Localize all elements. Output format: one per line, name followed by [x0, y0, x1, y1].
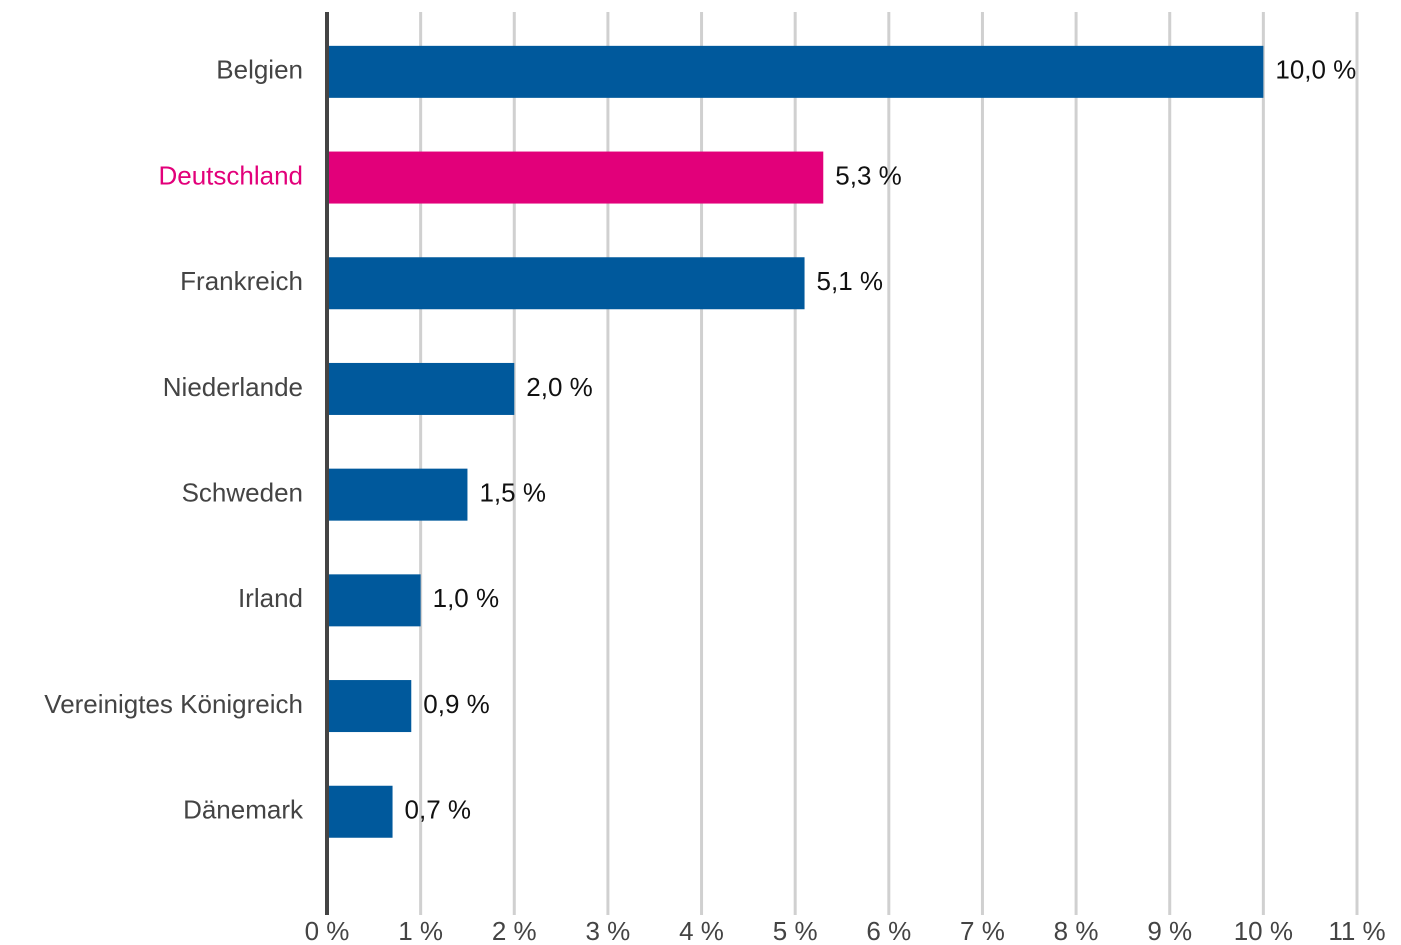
y-tick-label: Niederlande	[163, 372, 303, 402]
x-tick-label: 7 %	[960, 916, 1005, 945]
x-tick-label: 9 %	[1147, 916, 1192, 945]
x-tick-label: 6 %	[866, 916, 911, 945]
x-tick-label: 10 %	[1234, 916, 1293, 945]
x-tick-label: 11 %	[1328, 916, 1385, 945]
y-tick-label: Irland	[238, 583, 303, 613]
x-tick-label: 0 %	[305, 916, 350, 945]
bar	[327, 151, 824, 204]
x-tick-label: 8 %	[1054, 916, 1099, 945]
value-label: 0,7 %	[405, 795, 472, 825]
bar	[327, 574, 421, 627]
value-label: 1,5 %	[479, 478, 546, 508]
y-tick-label: Schweden	[182, 478, 303, 508]
bar	[327, 468, 468, 521]
value-label: 2,0 %	[526, 372, 593, 402]
y-tick-label: Vereinigtes Königreich	[44, 689, 303, 719]
y-tick-label: Dänemark	[183, 795, 304, 825]
value-label: 5,1 %	[817, 266, 884, 296]
y-tick-label: Deutschland	[158, 160, 303, 190]
x-tick-label: 5 %	[773, 916, 818, 945]
y-tick-label: Frankreich	[180, 266, 303, 296]
bar	[327, 785, 393, 838]
bar	[327, 362, 515, 415]
bar	[327, 257, 805, 310]
bar	[327, 45, 1264, 98]
value-label: 10,0 %	[1275, 55, 1356, 85]
bar	[327, 680, 412, 733]
value-label: 0,9 %	[423, 689, 490, 719]
x-tick-label: 4 %	[679, 916, 724, 945]
y-tick-label: Belgien	[216, 55, 303, 85]
x-tick-label: 1 %	[398, 916, 443, 945]
value-label: 5,3 %	[835, 160, 902, 190]
value-label: 1,0 %	[433, 583, 500, 613]
x-tick-label: 2 %	[492, 916, 537, 945]
x-tick-label: 3 %	[586, 916, 631, 945]
